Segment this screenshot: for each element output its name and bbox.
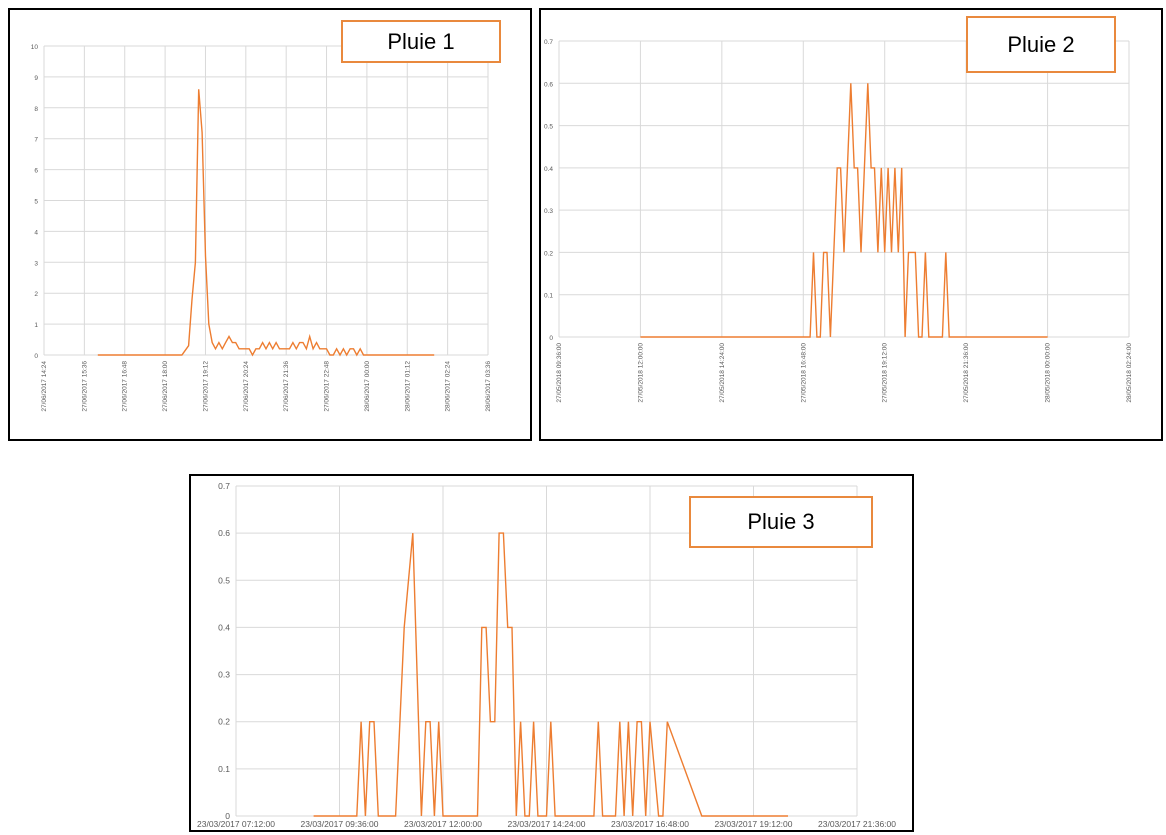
x-tick-label: 27/06/2017 20:24 bbox=[243, 361, 250, 412]
y-tick-label: 5 bbox=[34, 199, 38, 206]
x-tick-label: 27/06/2017 14:24 bbox=[41, 361, 48, 412]
x-tick-label: 27/06/2017 19:12 bbox=[202, 361, 209, 412]
y-tick-label: 0.3 bbox=[544, 208, 553, 215]
y-tick-label: 8 bbox=[34, 106, 38, 113]
y-tick-label: 0.2 bbox=[544, 250, 553, 257]
x-tick-label: 27/05/2018 14:24:00 bbox=[719, 343, 726, 403]
y-tick-label: 0.7 bbox=[218, 481, 230, 491]
y-tick-label: 0.6 bbox=[218, 528, 230, 538]
x-tick-label: 28/05/2018 02:24:00 bbox=[1126, 343, 1133, 403]
x-tick-label: 27/06/2017 16:48 bbox=[122, 361, 129, 412]
y-tick-label: 0.1 bbox=[544, 293, 553, 300]
x-tick-label: 27/06/2017 18:00 bbox=[162, 361, 169, 412]
y-tick-label: 0 bbox=[549, 335, 553, 342]
x-tick-label: 28/06/2017 01:12 bbox=[404, 361, 411, 412]
y-tick-label: 4 bbox=[34, 229, 38, 236]
chart-pluie-2: 0 0.1 0.2 0.3 0.4 0.5 0.6 0.7 27/05/2018 09:36:0… bbox=[544, 39, 1133, 403]
chart-panel-pluie-1: 0 1 2 3 4 5 6 7 8 9 10 27/06/2017 14:24 27/06/2017 1… bbox=[8, 8, 532, 441]
y-tick-label: 6 bbox=[34, 168, 38, 175]
x-tick-label: 28/06/2017 03:36 bbox=[485, 361, 492, 412]
y-tick-label: 10 bbox=[31, 44, 39, 51]
x-tick-label: 23/03/2017 14:24:00 bbox=[508, 819, 586, 829]
y-tick-label: 3 bbox=[34, 260, 38, 267]
y-tick-label: 0.5 bbox=[544, 124, 553, 131]
series-line bbox=[97, 89, 435, 357]
x-tick-label: 23/03/2017 16:48:00 bbox=[611, 819, 689, 829]
x-tick-label: 27/05/2018 21:36:00 bbox=[963, 343, 970, 403]
chart-title: Pluie 2 bbox=[966, 16, 1116, 73]
y-tick-label: 0 bbox=[225, 811, 230, 821]
x-tick-label: 27/05/2018 12:00:00 bbox=[637, 343, 644, 403]
x-tick-label: 23/03/2017 12:00:00 bbox=[404, 819, 482, 829]
chart-panel-pluie-3: 0 0.1 0.2 0.3 0.4 0.5 0.6 0.7 23/03/2017 07:12:0… bbox=[189, 474, 914, 832]
x-tick-label: 27/06/2017 21:36 bbox=[283, 361, 290, 412]
x-tick-label: 23/03/2017 09:36:00 bbox=[301, 819, 379, 829]
y-tick-label: 0.6 bbox=[544, 81, 553, 88]
x-tick-label: 27/05/2018 19:12:00 bbox=[882, 343, 889, 403]
chart-title: Pluie 1 bbox=[341, 20, 501, 63]
x-tick-label: 23/03/2017 21:36:00 bbox=[818, 819, 896, 829]
y-tick-label: 0.3 bbox=[218, 670, 230, 680]
y-tick-label: 0.2 bbox=[218, 717, 230, 727]
series-line bbox=[313, 532, 788, 817]
x-tick-label: 27/06/2017 22:48 bbox=[324, 361, 331, 412]
x-tick-label: 27/06/2017 15:36 bbox=[81, 361, 88, 412]
x-tick-label: 28/05/2018 00:00:00 bbox=[1045, 343, 1052, 403]
series-line bbox=[640, 83, 1048, 338]
x-tick-label: 23/03/2017 07:12:00 bbox=[197, 819, 275, 829]
x-tick-label: 27/05/2018 16:48:00 bbox=[800, 343, 807, 403]
y-tick-label: 0.7 bbox=[544, 39, 553, 46]
chart-panel-pluie-2: 0 0.1 0.2 0.3 0.4 0.5 0.6 0.7 27/05/2018 09:36:0… bbox=[539, 8, 1163, 441]
x-tick-label: 28/06/2017 02:24 bbox=[445, 361, 452, 412]
y-tick-label: 0 bbox=[34, 353, 38, 360]
y-tick-label: 2 bbox=[34, 291, 38, 298]
x-tick-label: 28/06/2017 00:00 bbox=[364, 361, 371, 412]
chart-pluie-3: 0 0.1 0.2 0.3 0.4 0.5 0.6 0.7 23/03/2017 07:12:0… bbox=[197, 481, 896, 829]
chart-title: Pluie 3 bbox=[689, 496, 873, 548]
y-tick-label: 1 bbox=[34, 322, 38, 329]
y-tick-label: 0.5 bbox=[218, 575, 230, 585]
x-tick-label: 27/05/2018 09:36:00 bbox=[556, 343, 563, 403]
y-tick-label: 0.4 bbox=[218, 622, 230, 632]
y-tick-label: 0.1 bbox=[218, 764, 230, 774]
chart-pluie-1: 0 1 2 3 4 5 6 7 8 9 10 27/06/2017 14:24 27/06/2017 1… bbox=[31, 44, 492, 412]
y-tick-label: 7 bbox=[34, 137, 38, 144]
y-tick-label: 0.4 bbox=[544, 166, 553, 173]
y-tick-label: 9 bbox=[34, 75, 38, 82]
x-tick-label: 23/03/2017 19:12:00 bbox=[715, 819, 793, 829]
